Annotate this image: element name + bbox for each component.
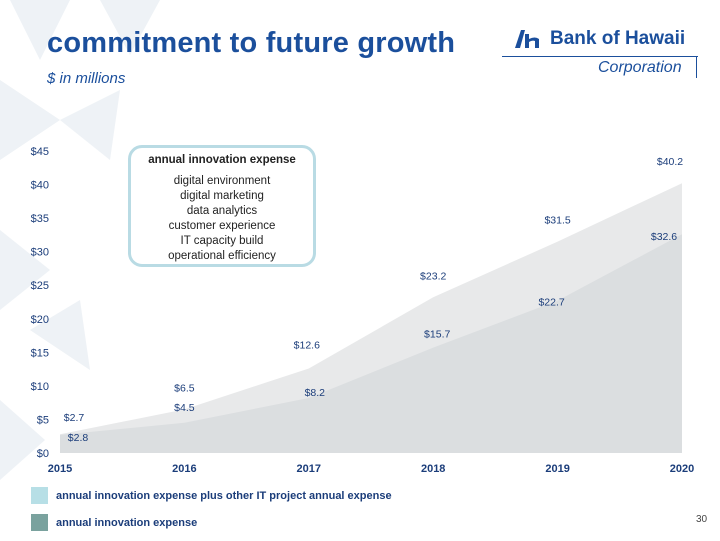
data-label-innovation: $8.2 bbox=[305, 387, 326, 399]
callout-item: data analytics bbox=[186, 205, 258, 217]
x-tick-label: 2017 bbox=[297, 463, 321, 475]
chart-legend: annual innovation expense plus other IT … bbox=[31, 487, 392, 541]
y-tick-label: $0 bbox=[37, 448, 49, 460]
logo-vertical-rule bbox=[696, 56, 697, 78]
x-tick-label: 2016 bbox=[172, 463, 196, 475]
y-tick-label: $10 bbox=[31, 381, 49, 393]
x-tick-label: 2019 bbox=[545, 463, 569, 475]
callout-item: customer experience bbox=[168, 220, 276, 232]
background-pattern bbox=[0, 0, 160, 480]
y-tick-label: $20 bbox=[31, 314, 49, 326]
legend-label: annual innovation expense bbox=[56, 516, 198, 529]
legend-swatch-innovation bbox=[31, 514, 48, 531]
y-tick-label: $15 bbox=[31, 347, 49, 359]
callout-title: annual innovation expense bbox=[148, 154, 296, 166]
data-label-innovation: $4.5 bbox=[174, 402, 195, 414]
page-number: 30 bbox=[696, 514, 708, 525]
callout-box: annual innovation expense digital enviro… bbox=[128, 145, 316, 267]
data-label-total: $40.2 bbox=[657, 156, 683, 168]
callout-item: operational efficiency bbox=[168, 250, 276, 262]
legend-item: annual innovation expense bbox=[31, 514, 392, 531]
data-label-innovation: $2.7 bbox=[64, 412, 85, 424]
data-label-innovation: $22.7 bbox=[538, 297, 564, 309]
legend-item: annual innovation expense plus other IT … bbox=[31, 487, 392, 504]
series-area-1 bbox=[60, 234, 682, 453]
callout-item: IT capacity build bbox=[180, 235, 264, 247]
data-label-total: $23.2 bbox=[420, 270, 446, 282]
page-subtitle: $ in millions bbox=[47, 70, 126, 87]
data-label-total: $2.8 bbox=[68, 432, 89, 444]
logo-rule bbox=[502, 56, 698, 57]
x-tick-label: 2018 bbox=[421, 463, 445, 475]
data-label-innovation: $32.6 bbox=[651, 231, 677, 243]
y-tick-label: $40 bbox=[31, 180, 49, 192]
x-tick-label: 2015 bbox=[48, 463, 72, 475]
bank-logo-icon bbox=[515, 30, 539, 48]
callout-item: digital environment bbox=[173, 175, 271, 187]
data-label-total: $6.5 bbox=[174, 382, 195, 394]
data-label-innovation: $15.7 bbox=[424, 329, 450, 341]
page-title: commitment to future growth bbox=[47, 27, 456, 59]
data-label-total: $12.6 bbox=[294, 339, 320, 351]
callout-item: digital marketing bbox=[180, 190, 264, 202]
y-tick-label: $30 bbox=[31, 247, 49, 259]
legend-label: annual innovation expense plus other IT … bbox=[56, 489, 392, 502]
y-tick-label: $45 bbox=[31, 146, 49, 158]
y-tick-label: $35 bbox=[31, 213, 49, 225]
data-label-total: $31.5 bbox=[544, 215, 570, 227]
y-tick-label: $5 bbox=[37, 414, 49, 426]
x-tick-label: 2020 bbox=[670, 463, 694, 475]
logo-subline: Corporation bbox=[598, 59, 682, 76]
legend-swatch-total bbox=[31, 487, 48, 504]
y-tick-label: $25 bbox=[31, 280, 49, 292]
logo-wordmark: Bank of Hawaii bbox=[550, 28, 686, 49]
